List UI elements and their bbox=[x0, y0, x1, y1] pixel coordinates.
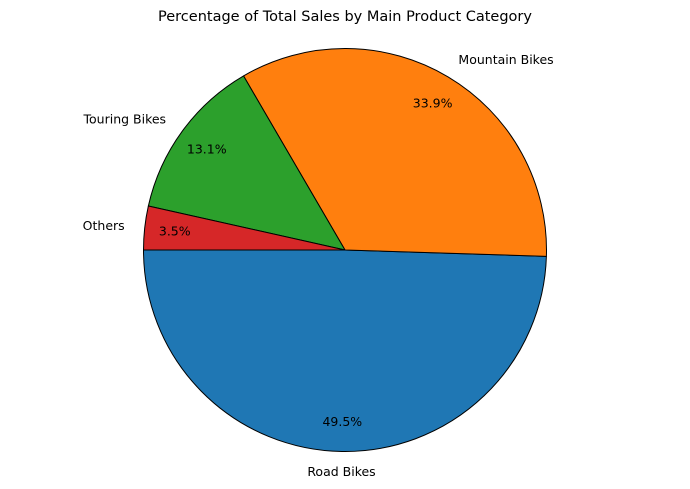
slice-pct-label-others: 3.5% bbox=[159, 224, 191, 239]
labels-layer: Road Bikes 49.5% Mountain Bikes 33.9% Tourin… bbox=[83, 52, 554, 479]
slice-pct-label-touring-bikes: 13.1% bbox=[187, 141, 227, 156]
slice-label-road-bikes: Road Bikes bbox=[307, 464, 375, 479]
slice-label-touring-bikes: Touring Bikes bbox=[83, 112, 167, 127]
pie-slice-touring-bikes bbox=[147, 75, 346, 251]
slice-label-mountain-bikes: Mountain Bikes bbox=[458, 52, 553, 67]
slice-label-others: Others bbox=[83, 218, 125, 233]
slice-pct-label-road-bikes: 49.5% bbox=[322, 414, 362, 429]
chart-title: Percentage of Total Sales by Main Produc… bbox=[158, 9, 532, 25]
slice-pct-label-mountain-bikes: 33.9% bbox=[413, 95, 453, 110]
pie-slice-others bbox=[143, 205, 346, 251]
pie-slice-mountain-bikes bbox=[243, 48, 547, 257]
pie-slice-road-bikes bbox=[143, 249, 547, 452]
slices-layer bbox=[143, 48, 547, 452]
